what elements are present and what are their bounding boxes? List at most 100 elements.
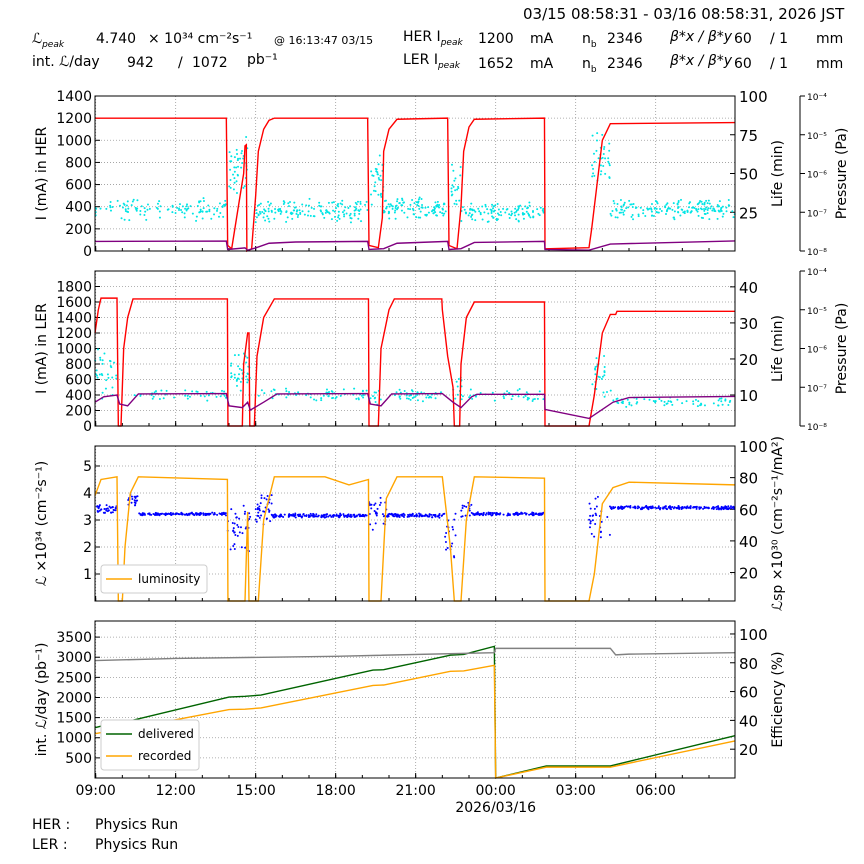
- scatter-point: [374, 190, 377, 193]
- scatter-point: [139, 209, 142, 212]
- scatter-point: [378, 503, 381, 506]
- scatter-point: [460, 398, 463, 401]
- scatter-point: [337, 210, 340, 213]
- scatter-point: [721, 403, 724, 406]
- scatter-point: [248, 512, 251, 515]
- scatter-point: [727, 199, 730, 202]
- scatter-point: [711, 209, 714, 212]
- scatter-point: [492, 205, 495, 208]
- scatter-point: [713, 209, 716, 212]
- scatter-point: [297, 391, 300, 394]
- scatter-point: [313, 398, 316, 401]
- scatter-point: [443, 203, 446, 206]
- scatter-point: [717, 508, 720, 511]
- scatter-point: [235, 379, 238, 382]
- y2-tick-label: 100: [739, 88, 768, 106]
- scatter-point: [417, 216, 420, 219]
- scatter-point: [387, 210, 390, 213]
- scatter-point: [191, 212, 194, 215]
- ler-nb-value: 2346: [607, 56, 643, 72]
- scatter-point: [115, 374, 118, 377]
- scatter-point: [312, 512, 315, 515]
- scatter-point: [154, 390, 157, 393]
- int-lumi-sep: /: [178, 55, 183, 71]
- scatter-point: [334, 397, 337, 400]
- scatter-point: [192, 513, 195, 516]
- scatter-point: [233, 522, 236, 525]
- scatter-point: [326, 211, 329, 214]
- scatter-point: [642, 209, 645, 212]
- x-tick-label: 03:00: [555, 783, 595, 799]
- scatter-point: [511, 395, 514, 398]
- scatter-point: [589, 522, 592, 525]
- scatter-point: [504, 211, 507, 214]
- scatter-point: [327, 395, 330, 398]
- scatter-point: [453, 518, 456, 521]
- scatter-point: [635, 402, 638, 405]
- scatter-point: [99, 356, 102, 359]
- scatter-point: [487, 511, 490, 514]
- scatter-point: [710, 205, 713, 208]
- scatter-point: [269, 520, 272, 523]
- scatter-point: [589, 514, 592, 517]
- scatter-point: [410, 389, 413, 392]
- scatter-point: [612, 199, 615, 202]
- scatter-point: [314, 515, 317, 518]
- ler-beta-x: 60: [734, 56, 752, 72]
- scatter-point: [610, 214, 613, 217]
- scatter-point: [409, 208, 412, 211]
- scatter-point: [431, 516, 434, 519]
- scatter-point: [255, 212, 258, 215]
- scatter-point: [622, 213, 625, 216]
- scatter-point: [310, 206, 313, 209]
- scatter-point: [601, 156, 604, 159]
- scatter-point: [718, 200, 721, 203]
- scatter-point: [655, 210, 658, 213]
- scatter-point: [368, 513, 371, 516]
- scatter-point: [265, 498, 268, 501]
- scatter-point: [667, 400, 670, 403]
- scatter-point: [421, 206, 424, 209]
- scatter-point: [444, 540, 447, 543]
- scatter-point: [518, 513, 521, 516]
- scatter-point: [607, 157, 610, 160]
- scatter-point: [199, 210, 202, 213]
- scatter-point: [107, 376, 110, 379]
- scatter-point: [181, 205, 184, 208]
- scatter-point: [701, 202, 704, 205]
- scatter-point: [632, 218, 635, 221]
- scatter-point: [606, 516, 609, 519]
- scatter-point: [156, 207, 159, 210]
- scatter-point: [497, 208, 500, 211]
- scatter-point: [377, 163, 380, 166]
- scatter-point: [101, 391, 104, 394]
- int-lumi-label: int. ℒ/day: [32, 54, 100, 70]
- scatter-point: [703, 404, 706, 407]
- y2-tick-label: 40: [739, 712, 758, 730]
- scatter-point: [294, 512, 297, 515]
- scatter-point: [167, 512, 170, 515]
- legend-entry: luminosity: [138, 572, 200, 586]
- scatter-point: [728, 204, 731, 207]
- panel-1: 0 200 400 600 800 1000 1200 1400 25 50 75 100 I (mA)…: [34, 88, 850, 260]
- scatter-point: [592, 167, 595, 170]
- scatter-point: [403, 211, 406, 214]
- scatter-point: [315, 513, 318, 516]
- scatter-point: [531, 511, 534, 514]
- scatter-point: [233, 166, 236, 169]
- scatter-point: [106, 507, 109, 510]
- scatter-point: [672, 202, 675, 205]
- scatter-point: [350, 515, 353, 518]
- scatter-point: [295, 210, 298, 213]
- y2-tick-label: 60: [739, 684, 758, 702]
- panel-frame: [94, 270, 736, 427]
- scatter-point: [198, 200, 201, 203]
- scatter-point: [162, 512, 165, 515]
- scatter-point: [199, 208, 202, 211]
- y-tick-label: 0: [83, 244, 92, 260]
- y2-tick-label: 25: [739, 204, 758, 222]
- scatter-point: [608, 505, 611, 508]
- scatter-point: [420, 514, 423, 517]
- scatter-point: [212, 513, 215, 516]
- scatter-point: [125, 204, 128, 207]
